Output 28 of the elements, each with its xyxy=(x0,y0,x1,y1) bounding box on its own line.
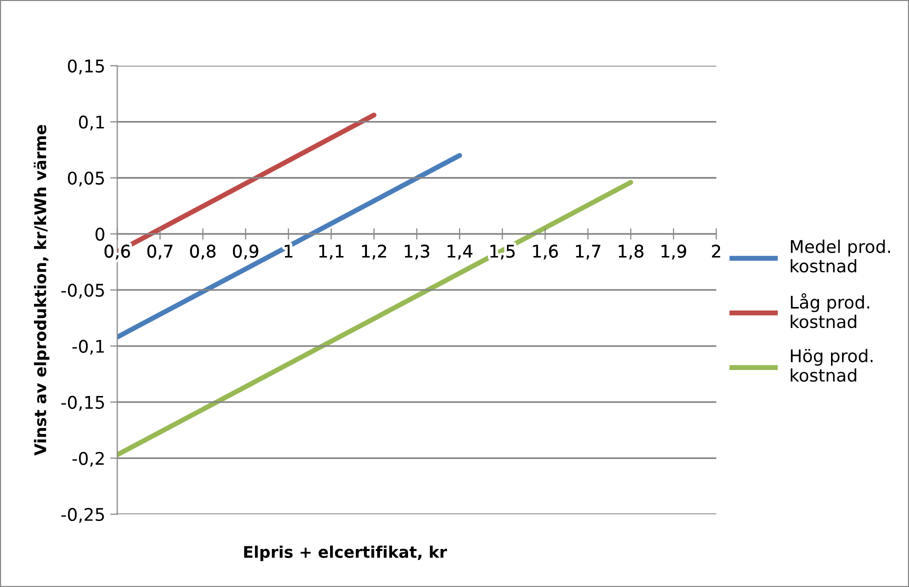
x-tick-label: 0,9 xyxy=(232,244,258,260)
x-tick-label: 0,6 xyxy=(104,244,130,260)
x-tick-label: 0,8 xyxy=(190,244,216,260)
x-tick-label: 1,6 xyxy=(533,244,558,260)
y-tick-label: -0,05 xyxy=(61,284,104,299)
y-tick-label: 0,1 xyxy=(78,116,104,130)
x-tick-label: 1,4 xyxy=(448,244,472,260)
y-tick-label: -0,15 xyxy=(61,396,104,411)
y-axis-title: Vinst av elproduktion, kr/kWh värme xyxy=(34,124,50,456)
legend-label: Låg prod. kostnad xyxy=(790,293,870,328)
x-tick-label: 1,7 xyxy=(576,244,600,260)
x-tick-label: 1,3 xyxy=(404,244,430,260)
x-tick-label: 1,8 xyxy=(618,244,644,260)
y-tick-label: -0,1 xyxy=(72,340,104,355)
x-tick-label: 1 xyxy=(284,244,292,258)
legend-label: Hög prod. kostnad xyxy=(790,348,872,382)
y-tick-label: 0 xyxy=(96,228,104,241)
x-tick-label: 0,7 xyxy=(147,244,172,260)
y-tick-label: -0,25 xyxy=(61,508,104,523)
y-tick-label: -0,2 xyxy=(72,452,104,467)
x-tick-label: 1,9 xyxy=(662,244,686,260)
x-tick-label: 1,2 xyxy=(362,244,386,260)
y-tick-label: 0,15 xyxy=(68,59,104,74)
x-axis-title: Elpris + elcertifikat, kr xyxy=(244,546,448,562)
legend-label: Medel prod. kostnad xyxy=(790,240,890,273)
y-tick-label: 0,05 xyxy=(68,172,104,186)
x-tick-label: 1,1 xyxy=(319,244,344,260)
x-tick-label: 2 xyxy=(712,244,720,258)
